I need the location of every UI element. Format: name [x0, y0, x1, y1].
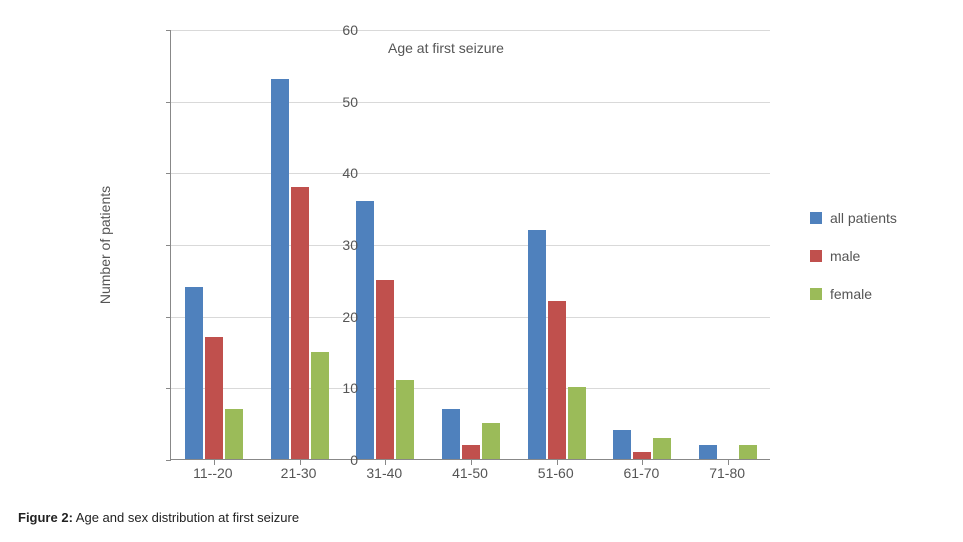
bar-all-patients [271, 79, 289, 459]
x-tick-label: 31-40 [366, 465, 402, 481]
y-tick-label: 50 [318, 94, 358, 110]
y-tick-label: 20 [318, 309, 358, 325]
caption-text: Age and sex distribution at first seizur… [73, 510, 299, 525]
y-axis-label: Number of patients [97, 186, 113, 304]
y-tick-mark [166, 173, 171, 174]
bar-female [653, 438, 671, 460]
bar-female [396, 380, 414, 459]
bar-male [291, 187, 309, 459]
bar-female [225, 409, 243, 459]
x-tick-label: 21-30 [281, 465, 317, 481]
chart-title: Age at first seizure [388, 40, 504, 56]
x-tick-label: 71-80 [709, 465, 745, 481]
y-tick-label: 40 [318, 165, 358, 181]
y-tick-label: 0 [318, 452, 358, 468]
y-tick-mark [166, 317, 171, 318]
bar-all-patients [356, 201, 374, 459]
bar-female [311, 352, 329, 460]
legend-label: all patients [830, 210, 897, 226]
bar-male [462, 445, 480, 459]
grid-line [171, 102, 770, 103]
legend-label: male [830, 248, 860, 264]
y-tick-mark [166, 245, 171, 246]
legend-item: female [810, 286, 897, 302]
legend: all patients male female [810, 210, 897, 324]
grid-line [171, 173, 770, 174]
legend-label: female [830, 286, 872, 302]
grid-line [171, 317, 770, 318]
x-tick-label: 11--20 [193, 465, 232, 481]
bar-female [482, 423, 500, 459]
figure-caption: Figure 2: Age and sex distribution at fi… [18, 510, 299, 525]
legend-swatch [810, 288, 822, 300]
bar-all-patients [442, 409, 460, 459]
bar-all-patients [185, 287, 203, 459]
bar-female [568, 387, 586, 459]
grid-line [171, 245, 770, 246]
bar-male [205, 337, 223, 459]
legend-swatch [810, 212, 822, 224]
x-tick-label: 41-50 [452, 465, 488, 481]
y-tick-mark [166, 388, 171, 389]
bar-all-patients [528, 230, 546, 459]
y-tick-label: 10 [318, 380, 358, 396]
grid-line [171, 388, 770, 389]
figure-container: Number of patients Age at first seizure … [0, 0, 963, 542]
bar-female [739, 445, 757, 459]
bar-male [548, 301, 566, 459]
bar-male [376, 280, 394, 459]
grid-line [171, 30, 770, 31]
x-tick-label: 51-60 [538, 465, 574, 481]
plot-area [170, 30, 770, 460]
bar-all-patients [699, 445, 717, 459]
legend-swatch [810, 250, 822, 262]
legend-item: male [810, 248, 897, 264]
y-tick-mark [166, 102, 171, 103]
legend-item: all patients [810, 210, 897, 226]
bar-male [633, 452, 651, 459]
x-tick-label: 61-70 [624, 465, 660, 481]
y-tick-mark [166, 30, 171, 31]
y-tick-label: 60 [318, 22, 358, 38]
caption-prefix: Figure 2: [18, 510, 73, 525]
y-tick-mark [166, 460, 171, 461]
y-tick-label: 30 [318, 237, 358, 253]
bar-all-patients [613, 430, 631, 459]
